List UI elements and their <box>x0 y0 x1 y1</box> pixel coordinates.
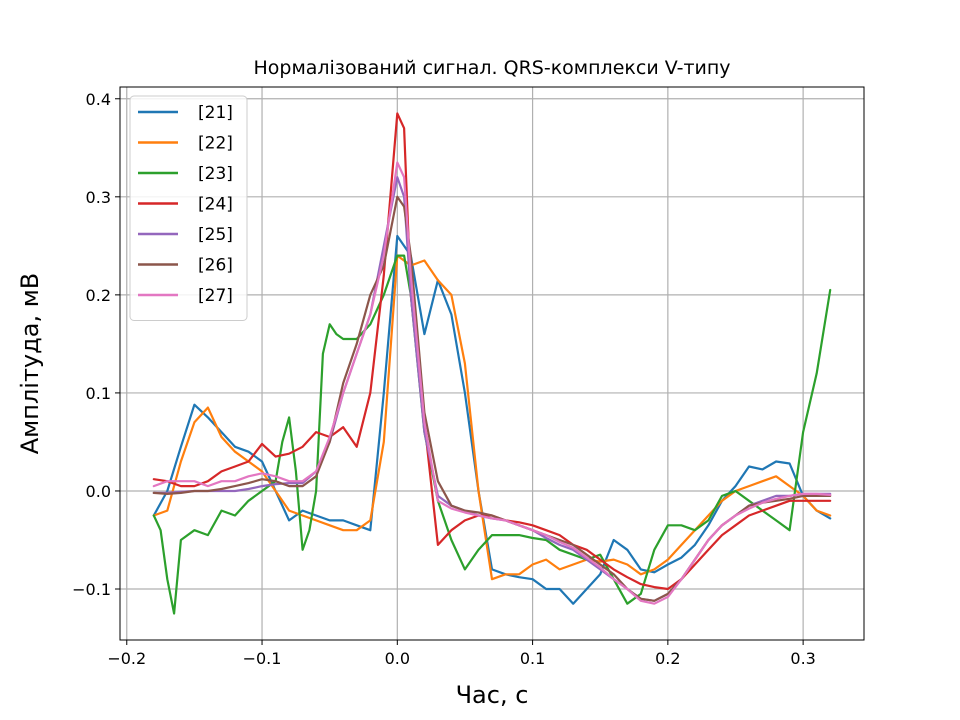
series-line-1 <box>152 234 832 605</box>
legend-label: [22] <box>198 134 233 154</box>
series-line-4 <box>152 112 832 591</box>
plot-lines <box>152 112 832 615</box>
x-axis-label: Час, с <box>456 681 529 709</box>
ticks: −0.2 −0.1 0.0 0.1 0.2 0.3 −0.1 0.0 0.1 0.2 0.3 0.4 <box>72 90 816 668</box>
x-tick-label: 0.3 <box>790 649 815 668</box>
y-tick-label: 0.3 <box>86 188 111 207</box>
y-tick-label: −0.1 <box>72 580 111 599</box>
y-tick-label: 0.1 <box>86 384 111 403</box>
x-tick-label: −0.1 <box>243 649 282 668</box>
x-tick-label: −0.2 <box>107 649 146 668</box>
y-tick-label: 0.0 <box>86 482 111 501</box>
y-axis-label: Амплітуда, мВ <box>16 273 44 455</box>
x-tick-label: 0.0 <box>385 649 410 668</box>
legend-label: [21] <box>198 103 233 123</box>
y-tick-label: 0.4 <box>86 90 111 109</box>
legend: [21] [22] [23] [24] [25] [26] [27] <box>129 95 248 321</box>
legend-label: [25] <box>198 225 233 245</box>
legend-label: [24] <box>198 195 233 215</box>
legend-label: [27] <box>198 286 233 306</box>
axes-frame <box>119 86 865 641</box>
legend-label: [26] <box>198 256 233 276</box>
series-line-7 <box>152 161 832 605</box>
y-tick-label: 0.2 <box>86 286 111 305</box>
x-tick-label: 0.1 <box>520 649 545 668</box>
x-tick-label: 0.2 <box>655 649 680 668</box>
legend-label: [23] <box>198 164 233 184</box>
chart-title: Нормалізований сигнал. QRS-комплекси V-т… <box>253 57 730 79</box>
